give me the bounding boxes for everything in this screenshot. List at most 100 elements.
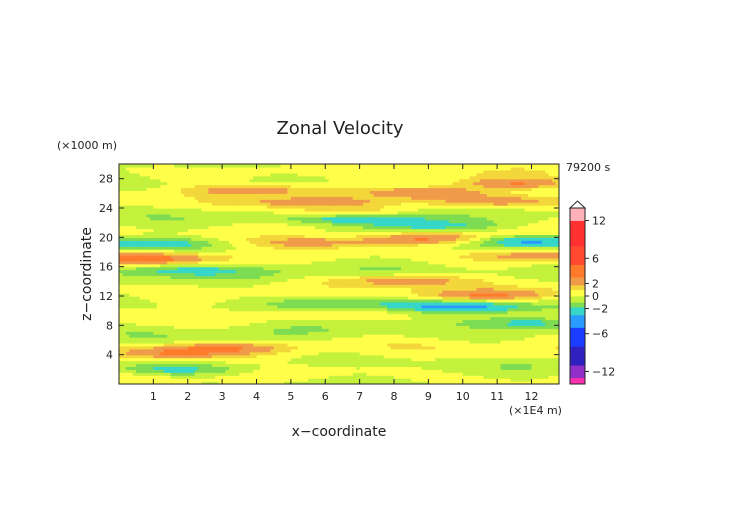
heatmap-cell [339,331,344,335]
heatmap-cell [548,375,553,379]
heatmap-cell [400,275,405,279]
heatmap-cell [339,313,344,318]
heatmap-cell [204,322,209,326]
heatmap-cell [462,272,467,277]
heatmap-cell [280,301,285,306]
heatmap-cell [143,278,148,282]
heatmap-cell [156,342,161,347]
heatmap-cell [256,348,261,353]
heatmap-cell [256,278,261,282]
heatmap-cell [345,337,350,341]
heatmap-cell [359,319,364,323]
heatmap-cell [119,278,124,282]
heatmap-cell [390,340,395,344]
heatmap-cell [528,307,533,312]
heatmap-cell [290,293,295,297]
heatmap-cell [517,360,522,365]
heatmap-cell [180,325,185,329]
heatmap-cell [363,357,368,362]
heatmap-cell [167,378,172,382]
heatmap-cell [407,293,412,297]
heatmap-cell [404,357,409,362]
heatmap-cell [177,360,182,365]
heatmap-cell [119,325,124,329]
heatmap-cell [201,375,206,379]
heatmap-cell [187,322,192,326]
heatmap-cell [139,366,144,370]
heatmap-cell [215,372,220,376]
heatmap-cell [483,381,488,384]
heatmap-cell [428,293,433,297]
heatmap-cell [383,360,388,365]
heatmap-cell [462,278,467,282]
heatmap-cell [356,369,361,373]
heatmap-cell [545,278,550,282]
heatmap-cell [177,363,182,367]
heatmap-cell [253,363,258,367]
heatmap-cell [445,340,450,344]
heatmap-cell [421,363,426,367]
heatmap-cell [552,381,557,384]
heatmap-cell [332,322,337,326]
heatmap-cell [490,296,495,300]
heatmap-cell [314,298,319,303]
heatmap-cell [442,360,447,365]
heatmap-cell [452,372,457,376]
heatmap-cell [119,310,124,315]
heatmap-cell [490,334,495,338]
heatmap-cell [146,307,151,312]
heatmap-cell [194,357,199,362]
heatmap-cell [249,278,254,282]
heatmap-cell [514,334,519,338]
heatmap-cell [321,328,326,332]
heatmap-cell [476,340,481,344]
heatmap-cell [548,354,553,359]
heatmap-cell [294,322,299,326]
heatmap-cell [321,331,326,335]
heatmap-cell [486,316,491,321]
heatmap-cell [521,381,526,384]
heatmap-cell [232,296,237,300]
heatmap-cell [476,322,481,326]
heatmap-cell [332,301,337,306]
heatmap-cell [246,334,251,338]
heatmap-cell [452,275,457,279]
heatmap-cell [153,354,158,359]
heatmap-cell [218,354,223,359]
heatmap-cell [486,351,491,356]
heatmap-cell [500,301,505,306]
heatmap-cell [476,357,481,362]
heatmap-cell [397,331,402,335]
heatmap-cell [397,272,402,277]
heatmap-cell [517,281,522,285]
heatmap-cell [246,340,251,344]
heatmap-cell [180,310,185,315]
heatmap-cell [517,298,522,303]
heatmap-cell [421,337,426,341]
heatmap-cell [249,319,254,323]
heatmap-cell [421,381,426,384]
heatmap-cell [270,290,275,294]
heatmap-cell [297,281,302,285]
heatmap-cell [311,298,316,303]
heatmap-cell [411,328,416,332]
heatmap-cell [308,375,313,379]
heatmap-cell [369,313,374,318]
heatmap-cell [507,328,512,332]
heatmap-cell [356,313,361,318]
heatmap-cell [466,281,471,285]
heatmap-cell [356,275,361,279]
heatmap-cell [411,334,416,338]
heatmap-cell [246,345,251,350]
heatmap-cell [187,354,192,359]
heatmap-cell [342,357,347,362]
heatmap-cell [301,345,306,350]
heatmap-cell [469,304,474,309]
heatmap-cell [397,296,402,300]
heatmap-cell [314,351,319,356]
heatmap-cell [449,366,454,370]
heatmap-cell [390,307,395,312]
heatmap-cell [490,357,495,362]
heatmap-cell [528,360,533,365]
heatmap-cell [332,342,337,347]
